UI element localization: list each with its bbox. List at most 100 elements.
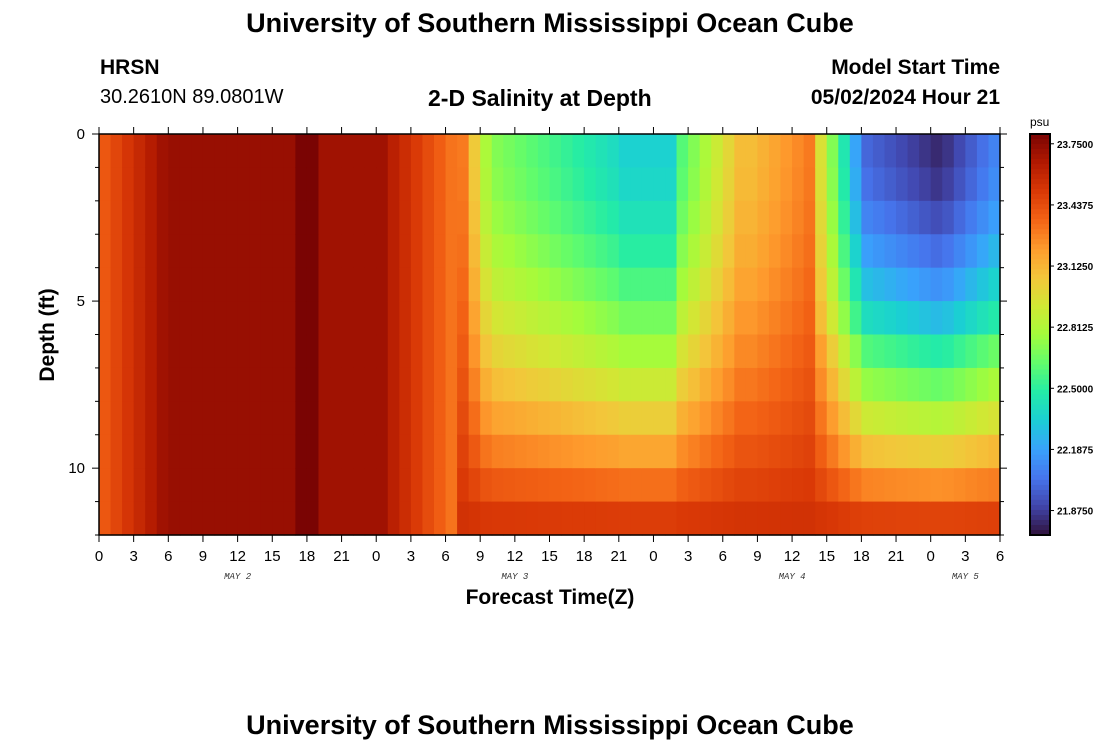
heatmap-cell [618, 334, 631, 369]
heatmap-cell [942, 434, 955, 469]
heatmap-cell [537, 134, 551, 169]
heatmap-cell [653, 367, 666, 402]
heatmap-cell [838, 367, 851, 402]
heatmap-cell [919, 134, 932, 169]
heatmap-cell [561, 167, 574, 202]
heatmap-cell [803, 434, 816, 469]
heatmap-cell [364, 167, 377, 202]
x-tick-label: 0 [372, 548, 380, 565]
colorbar-segment [1030, 309, 1050, 316]
heatmap-cell [237, 334, 250, 369]
heatmap-cell [861, 334, 874, 369]
heatmap-cell [826, 301, 839, 336]
heatmap-cell [792, 167, 805, 202]
heatmap-cell [572, 200, 585, 235]
heatmap-cell [884, 501, 897, 536]
heatmap-cell [930, 434, 943, 469]
heatmap-cell [561, 134, 574, 169]
heatmap-cell [110, 234, 123, 269]
heatmap-cell [179, 200, 193, 235]
heatmap-cell [976, 367, 990, 402]
heatmap-cell [849, 401, 862, 436]
heatmap-cell [341, 334, 354, 369]
heatmap-cell [445, 267, 458, 302]
heatmap-cell [618, 401, 631, 436]
heatmap-cell [457, 501, 470, 536]
colorbar-segment [1030, 424, 1050, 431]
heatmap-cell [272, 200, 285, 235]
heatmap-cell [826, 434, 839, 469]
heatmap-cell [919, 501, 932, 536]
day-label: MAY 2 [224, 572, 252, 582]
heatmap-cell [792, 501, 805, 536]
heatmap-cell [491, 334, 504, 369]
heatmap-cell [272, 367, 285, 402]
heatmap-cell [630, 434, 643, 469]
x-tick-label: 3 [407, 548, 415, 565]
heatmap-cell [618, 468, 631, 503]
heatmap-cell [318, 234, 331, 269]
heatmap-cell [526, 301, 539, 336]
heatmap-cell [676, 134, 689, 169]
heatmap-cell [272, 334, 285, 369]
heatmap-cell [919, 234, 932, 269]
heatmap-cell [792, 468, 805, 503]
heatmap-cell [572, 167, 585, 202]
heatmap-cell [237, 167, 250, 202]
heatmap-cell [168, 367, 181, 402]
heatmap-cell [353, 367, 366, 402]
heatmap-cell [526, 134, 539, 169]
heatmap-cell [260, 401, 273, 436]
heatmap-cell [549, 267, 562, 302]
heatmap-cell [376, 434, 389, 469]
heatmap-cell [572, 334, 585, 369]
heatmap-cell [122, 434, 135, 469]
heatmap-cell [353, 167, 366, 202]
heatmap-cell [561, 334, 574, 369]
heatmap-cell [422, 234, 435, 269]
heatmap-cell [272, 468, 285, 503]
heatmap-cell [826, 267, 839, 302]
y-tick-label: 5 [77, 293, 85, 310]
heatmap-cell [399, 167, 412, 202]
heatmap-cell [861, 134, 874, 169]
heatmap-cell [306, 501, 320, 536]
heatmap-cell [722, 301, 735, 336]
heatmap-cell [838, 434, 851, 469]
heatmap-cell [849, 267, 862, 302]
heatmap-cell [387, 401, 400, 436]
heatmap-cell [641, 167, 655, 202]
heatmap-cell [745, 334, 759, 369]
heatmap-cell [306, 334, 320, 369]
heatmap-cell [410, 468, 424, 503]
heatmap-cell [457, 234, 470, 269]
heatmap-cell [364, 367, 377, 402]
heatmap-cell [156, 167, 169, 202]
heatmap-cell [457, 167, 470, 202]
heatmap-cell [792, 200, 805, 235]
heatmap-cell [145, 468, 158, 503]
heatmap-cell [896, 200, 909, 235]
heatmap-cell [584, 367, 597, 402]
heatmap-cell [353, 468, 366, 503]
heatmap-cell [745, 200, 759, 235]
heatmap-cell [734, 434, 747, 469]
heatmap-cell [99, 334, 112, 369]
heatmap-cell [722, 334, 735, 369]
heatmap-cell [745, 468, 759, 503]
heatmap-cell [734, 401, 747, 436]
heatmap-cell [283, 501, 296, 536]
heatmap-cell [861, 501, 874, 536]
heatmap-cell [803, 501, 816, 536]
heatmap-cell [768, 468, 782, 503]
heatmap-cell [457, 301, 470, 336]
heatmap-cell [399, 334, 412, 369]
heatmap-cell [861, 167, 874, 202]
heatmap-cell [988, 267, 1001, 302]
heatmap-cell [341, 267, 354, 302]
heatmap-cell [872, 234, 886, 269]
colorbar-tick-label: 21.8750 [1057, 507, 1094, 518]
heatmap-cell [722, 134, 735, 169]
heatmap-cell [930, 501, 943, 536]
